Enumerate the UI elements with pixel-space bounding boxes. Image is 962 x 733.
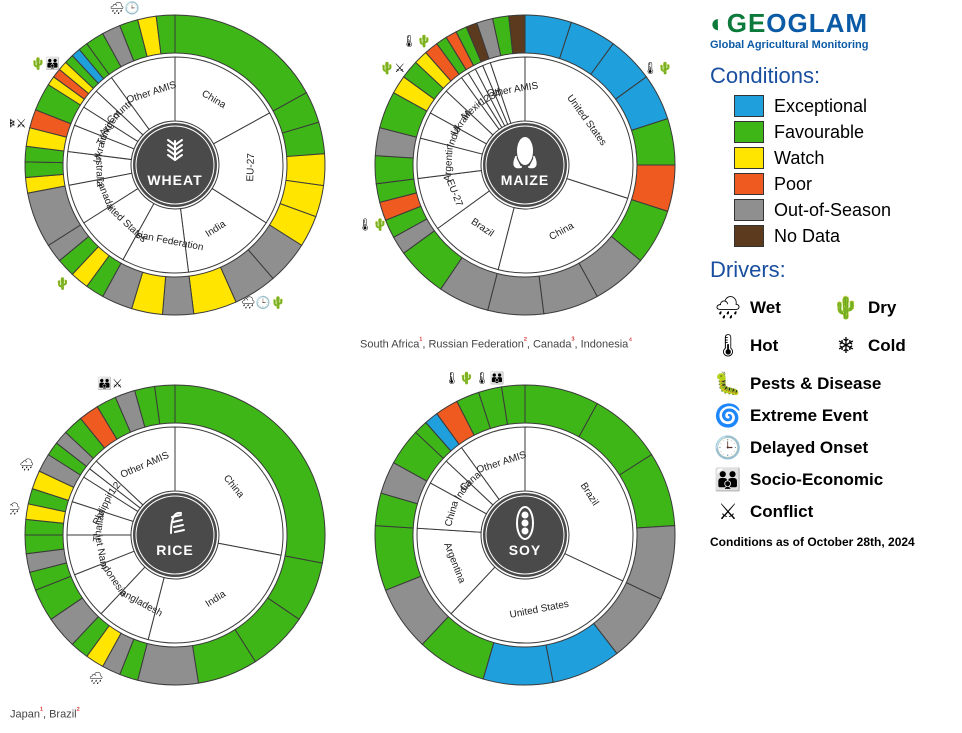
driver-glyphs: ❄⚔ [10, 116, 27, 130]
driver-glyphs: 👪⚔ [97, 377, 123, 391]
logo: ◐GEOGLAM [710, 8, 946, 39]
driver-icon: ⚔ [714, 499, 742, 525]
driver-glyphs: 🌵 [55, 277, 70, 291]
condition-label: Out-of-Season [774, 200, 891, 221]
ring-seg [138, 643, 199, 685]
driver-socio-economic: 👪 Socio-Economic [714, 467, 946, 493]
driver-glyphs: 🌧🕒🌵 [240, 296, 285, 310]
chart-maize: United States🌡🌵ChinaBrazilEU-27🌡🌵Argenti… [360, 0, 690, 351]
driver-label: Socio-Economic [750, 470, 883, 490]
driver-glyphs: 🌧 [19, 457, 34, 471]
driver-glyphs: 🌡🌵 [401, 34, 431, 48]
conditions-header: Conditions: [710, 63, 946, 89]
condition-label: No Data [774, 226, 840, 247]
chart-title: MAIZE [501, 172, 550, 188]
driver-glyphs: 🌧🕒 [109, 1, 139, 15]
swatch-outofseason [734, 199, 764, 221]
chart-footnote: South Africa¹, Russian Federation², Cana… [360, 335, 690, 351]
as-of-date: Conditions as of October 28th, 2024 [710, 535, 946, 549]
driver-conflict: ⚔ Conflict [714, 499, 946, 525]
donut-rice: ChinaIndiaBangladesh🌧IndonesiaViet NamTh… [10, 370, 340, 700]
driver-label: Delayed Onset [750, 438, 868, 458]
chart-title: WHEAT [147, 172, 202, 188]
driver-glyphs: 🌧 [10, 502, 21, 516]
condition-label: Watch [774, 148, 824, 169]
chart-title: RICE [156, 542, 193, 558]
chart-footnote: Japan¹, Brazil² [10, 705, 340, 721]
swatch-nodata [734, 225, 764, 247]
driver-label: Extreme Event [750, 406, 868, 426]
drivers-header: Drivers: [710, 257, 946, 283]
hub [483, 493, 567, 577]
ring-seg [375, 156, 414, 184]
driver-wet: 🌧 Wet [714, 295, 828, 321]
charts-grid: ChinaEU-27India🌧🕒🌵Russian FederationUnit… [0, 0, 700, 733]
donut-maize: United States🌡🌵ChinaBrazilEU-27🌡🌵Argenti… [360, 0, 690, 330]
driver-extreme-event: 🌀 Extreme Event [714, 403, 946, 429]
driver-icon: 🕒 [714, 435, 742, 461]
logo-text-c: GLAM [788, 8, 869, 38]
driver-glyphs: 🌵👪 [30, 57, 60, 71]
ring-seg [162, 276, 193, 315]
driver-label: Pests & Disease [750, 374, 881, 394]
condition-watch: Watch [710, 147, 946, 169]
condition-outofseason: Out-of-Season [710, 199, 946, 221]
driver-icon: 🌧 [714, 295, 742, 321]
driver-label: Dry [868, 298, 896, 318]
driver-cold: ❄ Cold [832, 333, 946, 359]
driver-glyphs: 🌡🌵🌡👪 [444, 371, 504, 385]
hub [133, 123, 217, 207]
condition-poor: Poor [710, 173, 946, 195]
ring-seg [25, 162, 63, 178]
condition-label: Poor [774, 174, 812, 195]
chart-soy: BrazilUnited StatesArgentinaChinaIndiaCa… [360, 370, 690, 705]
swatch-watch [734, 147, 764, 169]
donut-wheat: ChinaEU-27India🌧🕒🌵Russian FederationUnit… [10, 0, 340, 330]
driver-icon: 🌡 [714, 333, 742, 359]
condition-label: Favourable [774, 122, 864, 143]
driver-icon: 🐛 [714, 371, 742, 397]
driver-glyphs: 🌧 [88, 671, 103, 685]
driver-icon: 🌀 [714, 403, 742, 429]
condition-exceptional: Exceptional [710, 95, 946, 117]
driver-pests-disease: 🐛 Pests & Disease [714, 371, 946, 397]
chart-wheat: ChinaEU-27India🌧🕒🌵Russian FederationUnit… [10, 0, 340, 335]
chart-title: SOY [509, 542, 542, 558]
swatch-favourable [734, 121, 764, 143]
logo-text-a: GE [727, 8, 767, 38]
conditions-list: Exceptional Favourable Watch Poor Out-of-Sea… [710, 95, 946, 247]
logo-subtitle: Global Agricultural Monitoring [710, 39, 946, 51]
driver-hot: 🌡 Hot [714, 333, 828, 359]
logo-globe-icon: ◐ [710, 8, 727, 38]
ring-seg [483, 643, 553, 685]
driver-icon: ❄ [832, 333, 860, 359]
driver-glyphs: 🌡🌵 [643, 61, 673, 75]
driver-pair: 🌧 Wet 🌵 Dry [710, 289, 946, 327]
ring-seg [488, 273, 544, 315]
driver-label: Wet [750, 298, 781, 318]
legend-panel: ◐GEOGLAM Global Agricultural Monitoring … [702, 0, 962, 733]
swatch-exceptional [734, 95, 764, 117]
driver-delayed-onset: 🕒 Delayed Onset [714, 435, 946, 461]
hub [133, 493, 217, 577]
logo-text-b: O [766, 8, 787, 38]
driver-label: Conflict [750, 502, 813, 522]
driver-glyphs: 🌵⚔ [379, 61, 405, 75]
condition-favourable: Favourable [710, 121, 946, 143]
driver-label: Cold [868, 336, 906, 356]
swatch-poor [734, 173, 764, 195]
driver-pair: 🌡 Hot ❄ Cold [710, 327, 946, 365]
condition-nodata: No Data [710, 225, 946, 247]
driver-icon: 👪 [714, 467, 742, 493]
donut-soy: BrazilUnited StatesArgentinaChinaIndiaCa… [360, 370, 690, 700]
slice-label: EU-27 [245, 153, 257, 182]
driver-glyphs: 🌡🌵 [360, 218, 388, 232]
driver-dry: 🌵 Dry [832, 295, 946, 321]
chart-rice: ChinaIndiaBangladesh🌧IndonesiaViet NamTh… [10, 370, 340, 721]
condition-label: Exceptional [774, 96, 867, 117]
drivers-list: 🌧 Wet 🌵 Dry 🌡 Hot ❄ Cold 🐛 Pests & Disease 🌀 Extrem… [710, 289, 946, 525]
driver-icon: 🌵 [832, 295, 860, 321]
driver-label: Hot [750, 336, 778, 356]
